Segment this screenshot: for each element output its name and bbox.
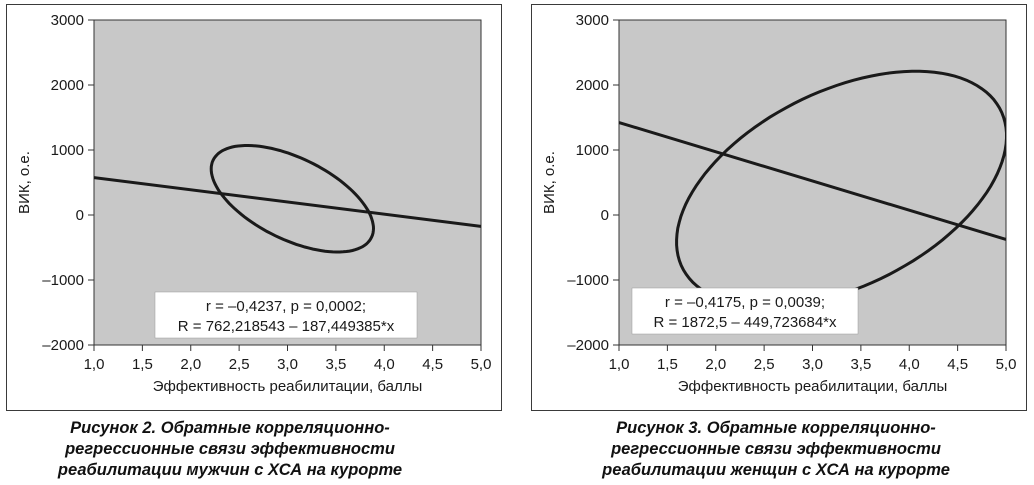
figure-caption-left: Рисунок 2. Обратные корреляционно- регре…	[0, 418, 478, 481]
y-tick-label: –1000	[567, 272, 609, 289]
regression-line	[94, 176, 481, 228]
caption-line: реабилитации мужчин с ХСА на курорте	[57, 461, 403, 479]
x-tick-label: 4,0	[374, 356, 395, 373]
figure-caption-right: Рисунок 3. Обратные корреляционно- регре…	[528, 418, 1024, 481]
x-tick-label: 5,0	[471, 356, 492, 373]
y-tick-label: 3000	[51, 12, 84, 29]
x-tick-label: 2,5	[754, 356, 775, 373]
annotation-line: r = –0,4237, p = 0,0002;	[206, 298, 366, 315]
x-tick-label: 2,0	[705, 356, 726, 373]
annotation-box	[631, 287, 859, 335]
y-tick-label: 1000	[51, 142, 84, 159]
y-tick-label: 0	[76, 207, 84, 224]
x-tick-label: 1,0	[84, 356, 105, 373]
y-tick-label: 2000	[576, 77, 609, 94]
caption-line: Рисунок 3. Обратные корреляционно-	[616, 419, 936, 437]
x-tick-label: 1,5	[657, 356, 678, 373]
regression-line	[619, 121, 1006, 241]
y-tick-label: –2000	[567, 337, 609, 354]
x-tick-label: 2,5	[229, 356, 250, 373]
y-axis-label: ВИК, о.е.	[16, 151, 33, 214]
x-tick-label: 4,5	[422, 356, 443, 373]
x-tick-label: 3,0	[802, 356, 823, 373]
x-tick-label: 3,5	[325, 356, 346, 373]
x-tick-label: 3,5	[850, 356, 871, 373]
caption-line: регрессионные связи эффективности	[65, 440, 395, 458]
y-tick-label: 3000	[576, 12, 609, 29]
x-tick-label: 1,0	[609, 356, 630, 373]
y-tick-label: 0	[601, 207, 609, 224]
annotation-line: R = 762,218543 – 187,449385*x	[178, 318, 395, 335]
x-tick-label: 1,5	[132, 356, 153, 373]
annotation-line: r = –0,4175, p = 0,0039;	[665, 294, 825, 311]
caption-line: Рисунок 2. Обратные корреляционно-	[70, 419, 390, 437]
x-tick-label: 3,0	[277, 356, 298, 373]
x-tick-label: 4,0	[899, 356, 920, 373]
y-tick-label: –2000	[42, 337, 84, 354]
x-axis-label: Эффективность реабилитации, баллы	[678, 378, 947, 395]
chart-panel-left: 3000 2000 1000 0 –1000 –2000 1,0 1,5 2,0 2,5 3,0 3,…	[6, 4, 502, 411]
x-tick-label: 2,0	[180, 356, 201, 373]
x-axis-label: Эффективность реабилитации, баллы	[153, 378, 422, 395]
y-tick-label: 2000	[51, 77, 84, 94]
annotation-line: R = 1872,5 – 449,723684*x	[653, 314, 837, 331]
plot-area	[93, 19, 482, 346]
chart-panel-right: 3000 2000 1000 0 –1000 –2000 1,0 1,5 2,0 2,5 3,0 3,…	[531, 4, 1027, 411]
caption-line: реабилитации женщин с ХСА на курорте	[602, 461, 950, 479]
x-tick-label: 5,0	[996, 356, 1017, 373]
caption-line: регрессионные связи эффективности	[611, 440, 941, 458]
y-axis-label: ВИК, о.е.	[541, 151, 558, 214]
y-tick-label: –1000	[42, 272, 84, 289]
x-tick-label: 4,5	[947, 356, 968, 373]
y-tick-label: 1000	[576, 142, 609, 159]
confidence-ellipse	[209, 144, 376, 254]
annotation-box	[154, 291, 418, 339]
